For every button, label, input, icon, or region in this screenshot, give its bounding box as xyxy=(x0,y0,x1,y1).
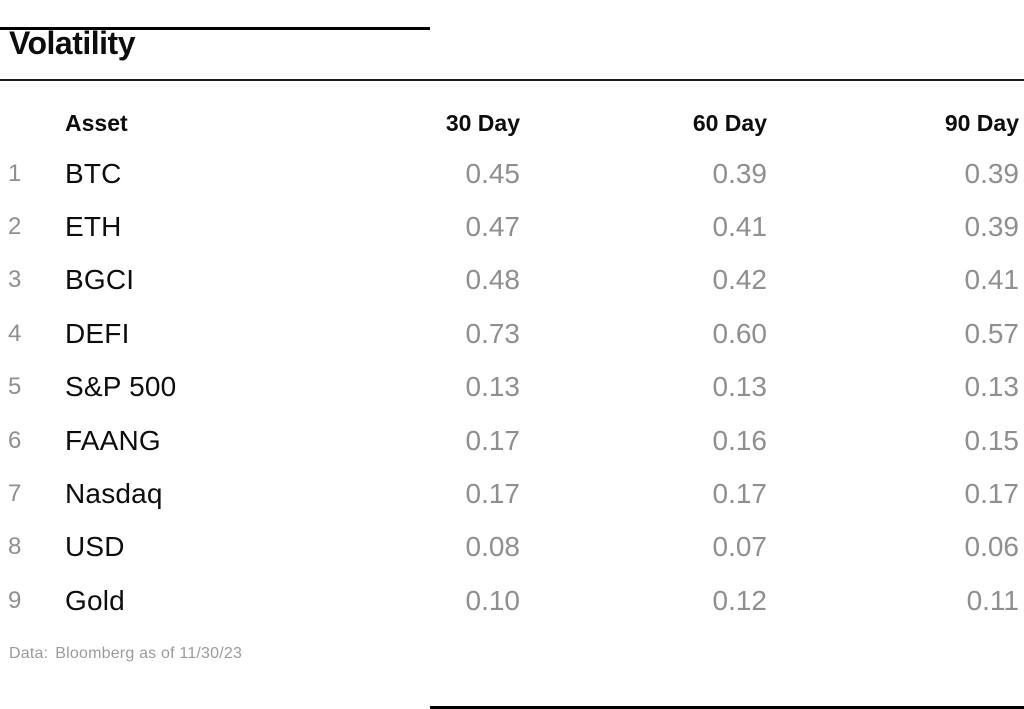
column-header-30day: 30 Day xyxy=(445,109,520,136)
asset-name: ETH xyxy=(65,211,122,243)
table-body: 1 BTC 0.45 0.39 0.39 2 ETH 0.47 0.41 0.3… xyxy=(0,147,1024,628)
column-header-90day: 90 Day xyxy=(944,109,1019,136)
value-60day: 0.42 xyxy=(712,264,768,296)
asset-name: FAANG xyxy=(65,424,161,456)
row-index: 6 xyxy=(8,426,22,454)
table-row: 5 S&P 500 0.13 0.13 0.13 xyxy=(0,361,1024,414)
value-90day: 0.17 xyxy=(964,478,1020,510)
table-row: 4 DEFI 0.73 0.60 0.57 xyxy=(0,307,1024,360)
value-90day: 0.41 xyxy=(964,264,1020,296)
column-header-asset: Asset xyxy=(65,109,128,136)
value-30day: 0.48 xyxy=(465,264,521,296)
value-90day: 0.13 xyxy=(964,371,1020,403)
row-index: 3 xyxy=(8,266,22,294)
value-30day: 0.17 xyxy=(465,424,521,456)
value-30day: 0.45 xyxy=(465,157,521,189)
value-90day: 0.11 xyxy=(966,584,1019,616)
value-30day: 0.13 xyxy=(465,371,521,403)
row-index: 8 xyxy=(8,533,22,561)
value-30day: 0.08 xyxy=(465,531,521,563)
table-row: 6 FAANG 0.17 0.16 0.15 xyxy=(0,414,1024,467)
row-index: 4 xyxy=(8,319,22,347)
value-30day: 0.73 xyxy=(465,317,521,349)
title-divider xyxy=(0,79,1024,81)
data-source-footer: Data: Bloomberg as of 11/30/23 xyxy=(9,645,1024,663)
table-row: 7 Nasdaq 0.17 0.17 0.17 xyxy=(0,467,1024,520)
page-title: Volatility xyxy=(9,25,135,61)
value-60day: 0.39 xyxy=(712,157,768,189)
value-30day: 0.10 xyxy=(465,584,521,616)
value-60day: 0.17 xyxy=(712,478,768,510)
asset-name: S&P 500 xyxy=(65,371,177,403)
row-index: 9 xyxy=(8,586,22,614)
table-row: 1 BTC 0.45 0.39 0.39 xyxy=(0,147,1024,200)
column-header-60day: 60 Day xyxy=(692,109,767,136)
table-row: 2 ETH 0.47 0.41 0.39 xyxy=(0,200,1024,253)
table-header-row: Asset 30 Day 60 Day 90 Day xyxy=(0,81,1024,147)
value-60day: 0.16 xyxy=(712,424,768,456)
asset-name: USD xyxy=(65,531,125,563)
value-90day: 0.39 xyxy=(964,157,1020,189)
asset-name: BGCI xyxy=(65,264,135,296)
table-row: 3 BGCI 0.48 0.42 0.41 xyxy=(0,254,1024,307)
value-30day: 0.47 xyxy=(465,211,521,243)
value-60day: 0.07 xyxy=(712,531,768,563)
footer-label: Data: xyxy=(9,644,49,662)
table-row: 9 Gold 0.10 0.12 0.11 xyxy=(0,574,1024,627)
row-index: 1 xyxy=(8,159,22,187)
footer-value: Bloomberg as of 11/30/23 xyxy=(55,644,243,662)
value-90day: 0.15 xyxy=(964,424,1020,456)
asset-name: BTC xyxy=(65,157,122,189)
value-90day: 0.57 xyxy=(964,317,1020,349)
row-index: 5 xyxy=(8,373,22,401)
top-edge-rule xyxy=(0,27,430,30)
value-60day: 0.13 xyxy=(712,371,768,403)
asset-name: DEFI xyxy=(65,317,130,349)
value-60day: 0.60 xyxy=(712,317,768,349)
row-index: 7 xyxy=(8,480,22,508)
value-60day: 0.41 xyxy=(712,211,768,243)
value-60day: 0.12 xyxy=(712,584,768,616)
asset-name: Nasdaq xyxy=(65,478,163,510)
value-30day: 0.17 xyxy=(465,478,521,510)
asset-name: Gold xyxy=(65,584,125,616)
value-90day: 0.06 xyxy=(964,531,1020,563)
row-index: 2 xyxy=(8,213,22,241)
table-row: 8 USD 0.08 0.07 0.06 xyxy=(0,521,1024,574)
value-90day: 0.39 xyxy=(964,211,1020,243)
